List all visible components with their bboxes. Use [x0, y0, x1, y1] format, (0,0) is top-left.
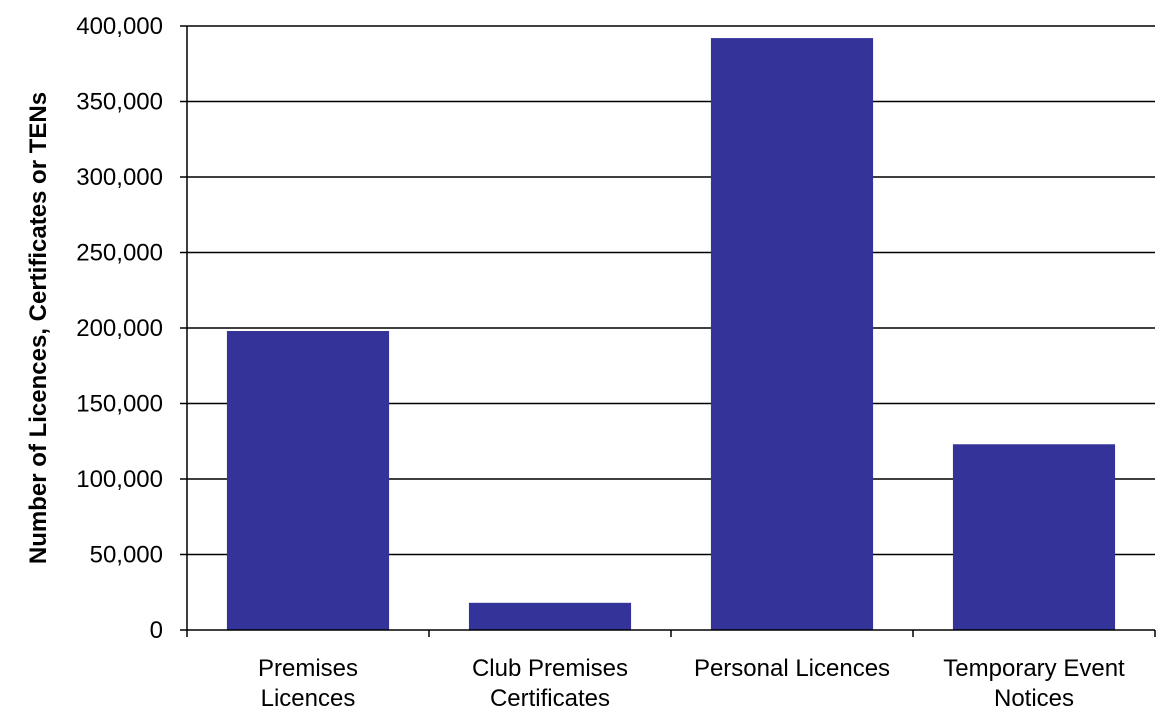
bar — [226, 331, 390, 630]
axes — [180, 25, 1156, 637]
x-category-label: Temporary Event Notices — [943, 655, 1125, 712]
y-tick-label: 0 — [150, 617, 163, 644]
bars — [226, 38, 1116, 630]
bar — [952, 444, 1116, 630]
y-tick-label: 150,000 — [76, 391, 163, 418]
x-category-label: Personal Licences — [694, 655, 890, 682]
x-category-label: Club Premises Certificates — [472, 655, 628, 712]
bar — [710, 38, 874, 630]
x-category-labels: Premises Licences Club Premises Certificate… — [258, 655, 1125, 712]
y-tick-label: 400,000 — [76, 13, 163, 40]
y-tick-label: 200,000 — [76, 315, 163, 342]
y-tick-label: 100,000 — [76, 466, 163, 493]
y-tick-label: 50,000 — [90, 542, 163, 569]
y-tick-label: 350,000 — [76, 89, 163, 116]
y-tick-label: 300,000 — [76, 164, 163, 191]
y-tick-label: 250,000 — [76, 240, 163, 267]
y-tick-labels: 0 50,000 100,000 150,000 200,000 250,000 300,0… — [76, 13, 163, 644]
y-axis-title: Number of Licences, Certificates or TENs — [25, 92, 52, 564]
x-category-label: Premises Licences — [258, 655, 358, 712]
bar — [468, 602, 632, 630]
